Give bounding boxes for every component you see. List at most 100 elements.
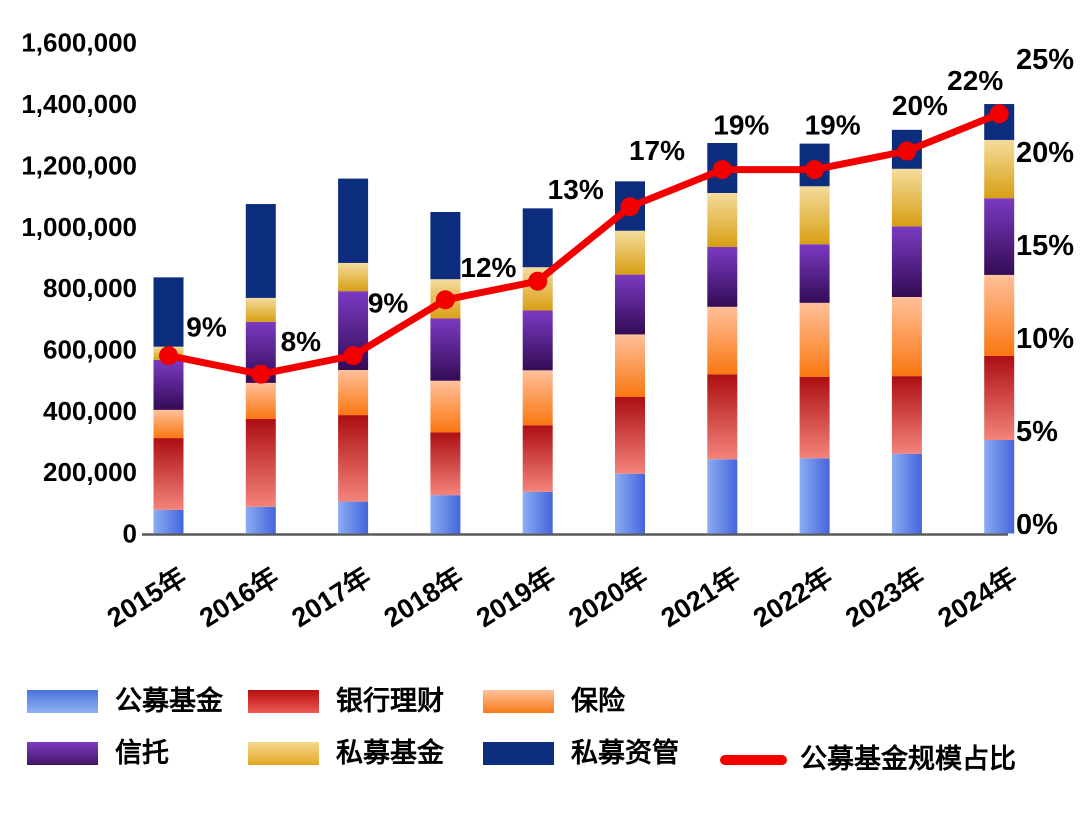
bar-segment [430, 432, 461, 496]
legend-label: 私募基金 [336, 738, 444, 768]
bar-segment [799, 186, 830, 245]
legend-item-insurance: 保险 [483, 688, 625, 715]
share-percent-label: 8% [281, 326, 322, 357]
legend-label: 银行理财 [336, 686, 444, 716]
percent-axis-tick-label: 25% [1016, 44, 1074, 76]
share-percent-label: 9% [368, 288, 409, 319]
y-axis-tick-label: 400,000 [43, 396, 137, 426]
bar-segment [522, 208, 553, 268]
bar-segment [984, 274, 1015, 356]
share-line-dot [343, 346, 363, 366]
bank-wealth-swatch [248, 690, 319, 713]
share-percent-label: 9% [186, 312, 227, 343]
bar-segment [245, 506, 276, 534]
bar-segment [799, 244, 830, 303]
bar-segment [338, 178, 369, 263]
y-axis-tick-label: 1,400,000 [21, 89, 137, 119]
bar-segment [707, 246, 738, 307]
x-axis-tick-label: 2021年 [655, 561, 745, 633]
bar-segment [338, 415, 369, 502]
share-line-dot [989, 104, 1009, 124]
percent-axis-tick-label: 5% [1016, 416, 1058, 448]
legend-item-private-funds: 私募基金 [248, 740, 444, 767]
bar-segment [153, 277, 184, 347]
y-axis-right: 0% 5% 10% 15% 20% 25% [1016, 44, 1074, 541]
x-axis-tick-label: 2017年 [286, 561, 376, 633]
share-line [165, 110, 1003, 378]
bar-segment [153, 409, 184, 439]
y-axis-tick-label: 200,000 [43, 457, 137, 487]
bar-segment [891, 453, 922, 534]
share-percent-label: 13% [548, 174, 604, 205]
share-percent-label: 19% [805, 110, 861, 141]
legend-item-private-am: 私募资管 [483, 740, 679, 767]
x-axis-tick-label: 2018年 [378, 561, 468, 633]
y-axis-tick-label: 0 [123, 519, 137, 549]
private-funds-swatch [248, 742, 319, 765]
y-axis-tick-label: 1,200,000 [21, 150, 137, 180]
legend-label: 公募基金 [115, 686, 223, 716]
bar-segment [984, 198, 1015, 275]
legend-label: 公募基金规模占比 [800, 744, 1016, 774]
bar-segment [430, 495, 461, 534]
bar-segment [984, 439, 1015, 534]
bar-segment [430, 212, 461, 280]
bar-segment [245, 418, 276, 507]
percent-axis-tick-label: 10% [1016, 323, 1074, 355]
bar-segment [430, 318, 461, 381]
bar-segment [707, 193, 738, 247]
legend-item-trust: 信托 [27, 740, 169, 767]
legend-item-public-funds: 公募基金 [27, 688, 223, 715]
bar-segment [615, 274, 645, 335]
share-line-dot [435, 290, 455, 310]
x-axis-tick-label: 2016年 [194, 561, 284, 633]
legend-label: 信托 [115, 738, 169, 768]
share-percent-label: 19% [713, 110, 769, 141]
trust-swatch [27, 742, 98, 765]
insurance-swatch [483, 690, 554, 713]
share-line-dot [620, 197, 640, 217]
x-axis-tick-label: 2022年 [748, 561, 838, 633]
bar-segment [338, 501, 369, 534]
bar-segment [245, 382, 276, 419]
x-axis-tick-label: 2019年 [471, 561, 561, 633]
bar-segment [245, 204, 276, 298]
share-line-dot [805, 160, 825, 180]
bar-segment [799, 302, 830, 377]
y-axis-tick-label: 1,000,000 [21, 212, 137, 242]
percent-axis-tick-label: 0% [1016, 509, 1058, 541]
bar-segment [984, 139, 1015, 199]
bars-group [153, 104, 1015, 534]
legend-item-bank-wealth: 银行理财 [248, 688, 444, 715]
bar-segment [615, 334, 645, 397]
bar-segment [799, 458, 830, 534]
bar-segment [245, 297, 276, 322]
bar-segment [891, 226, 922, 297]
bar-segment [707, 374, 738, 460]
share-percent-label: 22% [947, 65, 1003, 96]
bar-segment [891, 296, 922, 377]
percent-axis-tick-label: 15% [1016, 230, 1074, 262]
bar-segment [338, 370, 369, 416]
combo-chart-svg: 0 200,000 400,000 600,000 800,000 1,000,000 1,… [21, 28, 1074, 634]
red-line-swatch [720, 754, 787, 765]
bar-segment [891, 376, 922, 454]
bar-segment [799, 376, 830, 459]
y-axis-tick-label: 800,000 [43, 273, 137, 303]
bar-segment [153, 359, 184, 410]
bar-segment [522, 425, 553, 492]
share-line-dot [712, 160, 732, 180]
share-line-dot [528, 271, 548, 291]
share-line-labels: 9% 8% 9% 12% 13% 17% 19% 19% 20%22% [186, 65, 1003, 357]
bar-segment [153, 438, 184, 510]
share-line-dot [159, 346, 178, 366]
y-axis-tick-label: 1,600,000 [21, 28, 137, 58]
y-axis-left: 0 200,000 400,000 600,000 800,000 1,000,000 1,… [21, 28, 137, 549]
share-percent-label: 17% [629, 135, 685, 166]
bar-segment [615, 230, 645, 275]
x-axis-tick-label: 2020年 [563, 561, 653, 633]
bar-segment [891, 168, 922, 227]
share-line-dot [897, 141, 917, 161]
public-funds-swatch [27, 690, 98, 713]
